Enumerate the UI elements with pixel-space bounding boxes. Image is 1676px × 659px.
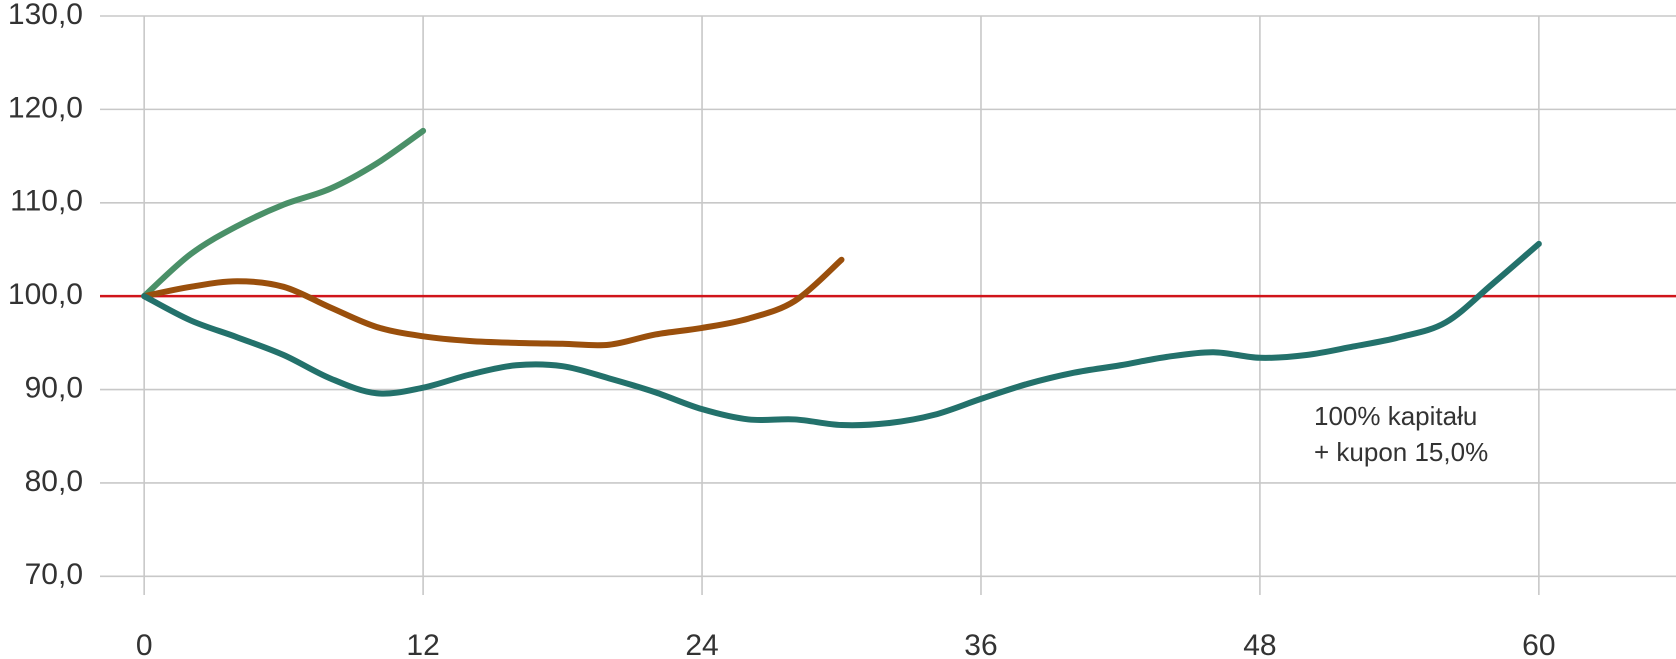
y-tick-label: 80,0 bbox=[25, 465, 83, 498]
line-series bbox=[141, 256, 845, 349]
line-series bbox=[141, 127, 427, 300]
x-tick-label: 12 bbox=[406, 629, 439, 659]
x-tick-label: 36 bbox=[964, 629, 997, 659]
y-tick-label: 90,0 bbox=[25, 371, 83, 404]
x-tick-label: 48 bbox=[1243, 629, 1276, 659]
annotation: + kupon 15,0% bbox=[1314, 437, 1488, 467]
y-tick-label: 110,0 bbox=[10, 185, 83, 218]
annotation: 100% kapitału bbox=[1314, 401, 1477, 431]
x-tick-label: 60 bbox=[1522, 629, 1555, 659]
y-tick-label: 100,0 bbox=[8, 278, 83, 311]
line-series bbox=[141, 240, 1542, 429]
y-tick-label: 130,0 bbox=[8, 0, 83, 31]
x-tick-label: 0 bbox=[136, 629, 153, 659]
y-tick-label: 70,0 bbox=[25, 558, 83, 591]
x-tick-label: 24 bbox=[685, 629, 718, 659]
y-tick-label: 120,0 bbox=[8, 91, 83, 124]
